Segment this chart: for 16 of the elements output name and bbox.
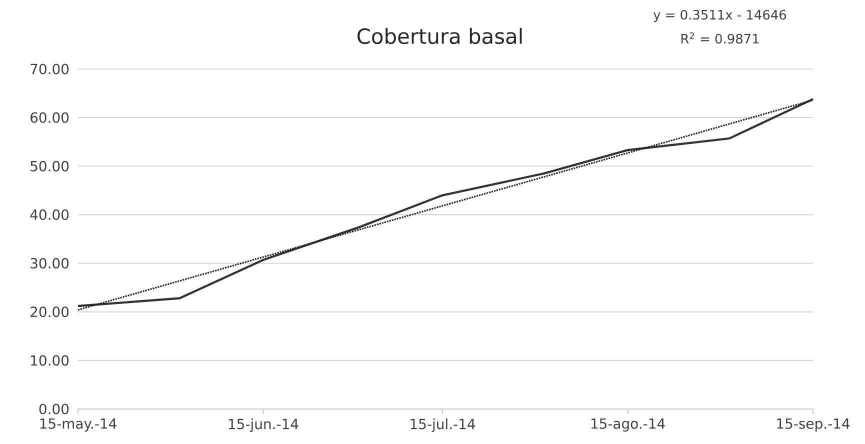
x-tick-label: 15-jun.-14 [229,418,298,432]
x-tick-label: 15-sep.-14 [777,418,850,432]
y-tick-label: 30.00 [30,258,69,269]
y-tick-label: 20.00 [30,306,69,318]
y-tick-label: 40.00 [30,209,69,220]
y-tick-label: 50.00 [30,160,69,172]
x-tick-label: 15-jul.-14 [410,418,476,432]
text: R$^{2}$ = 0.9871 [681,32,759,44]
y-tick-label: 70.00 [30,64,69,74]
y-tick-label: 60.00 [30,112,69,123]
y-tick-label: 10.00 [31,355,69,366]
text: y = 0.3511x - 14646 [653,10,786,22]
x-tick-label: 15-ago.-14 [591,418,665,432]
x-tick-label: 15-may.-14 [40,418,116,432]
chart-title: Cobertura basal [358,28,522,44]
y-tick-label: 0.00 [39,404,69,414]
